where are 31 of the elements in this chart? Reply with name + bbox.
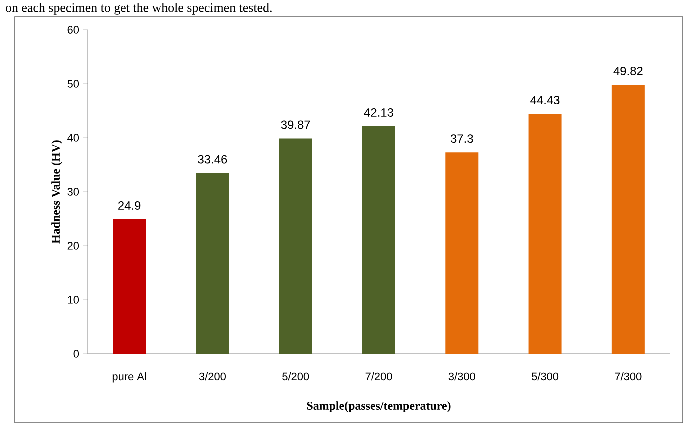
y-tick-label: 0 [74,350,80,358]
data-label: 42.13 [364,108,394,117]
data-label: 39.87 [281,120,310,130]
y-tick-label: 20 [68,242,80,250]
x-tick-label: 3/300 [448,372,476,381]
x-tick-label: pure Al [112,372,146,383]
bar [196,173,230,354]
data-label: 37.3 [450,134,474,144]
text: on each specimen to get the whole specimen tested. [6,3,272,15]
y-tick-label: 60 [68,26,80,34]
x-axis-title: Sample(passes/temperature) [307,402,451,412]
x-tick-label: 3/200 [199,372,226,381]
data-label: 33.46 [198,155,228,164]
bar [279,138,312,354]
y-tick-label: 10 [68,296,80,304]
data-label: 24.9 [118,202,141,210]
x-tick-label: 7/200 [366,372,392,381]
bar [362,126,396,354]
bar [446,152,479,354]
bar [612,84,645,354]
data-label: 49.82 [614,66,643,76]
x-tick-label: 7/300 [615,372,642,381]
y-tick-label: 30 [68,188,80,196]
data-label: 44.43 [530,96,560,105]
y-axis-title: Hadness Value (HV) [52,140,62,244]
y-tick-label: 50 [68,80,80,88]
x-tick-label: 5/200 [282,372,310,381]
y-tick-label: 40 [68,134,80,142]
bar [113,220,146,354]
bar [528,114,562,354]
x-tick-label: 5/300 [532,372,559,381]
